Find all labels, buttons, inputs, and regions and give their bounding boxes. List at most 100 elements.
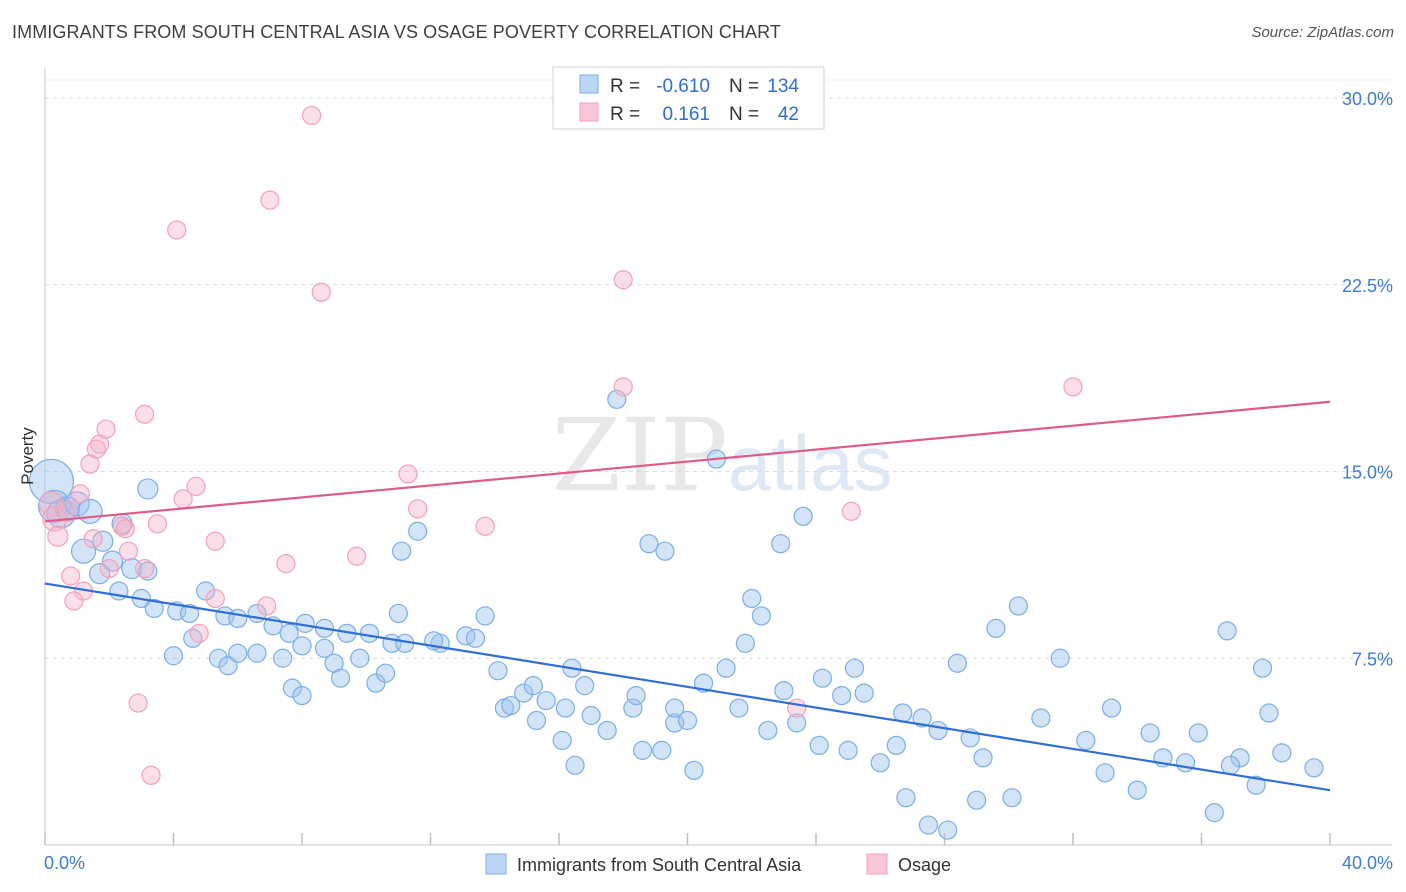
point-immigrants-34 <box>208 648 229 668</box>
stats-n-label-1: N = <box>729 76 759 97</box>
y-axis-label: Poverty <box>18 427 37 485</box>
point-immigrants-102 <box>870 753 890 773</box>
y-tick-label-1: 15.0% <box>1342 463 1393 483</box>
point-osage-37 <box>841 501 861 521</box>
point-osage-24 <box>205 588 225 609</box>
point-immigrants-114 <box>475 606 495 626</box>
point-immigrants-122 <box>774 681 794 701</box>
point-immigrants-60 <box>555 698 576 718</box>
point-immigrants-48 <box>292 685 312 706</box>
point-immigrants-44 <box>366 673 386 693</box>
watermark: ZIPatlas <box>551 397 892 514</box>
stats-r-label-1: R = <box>610 76 640 97</box>
point-immigrants-99 <box>832 685 852 706</box>
point-osage-33 <box>475 516 495 536</box>
point-immigrants-18 <box>179 603 200 624</box>
point-immigrants-86 <box>1188 723 1208 743</box>
point-immigrants-117 <box>632 740 653 760</box>
point-immigrants-63 <box>581 705 601 726</box>
point-immigrants-128 <box>1095 763 1115 783</box>
point-immigrants-112 <box>1220 755 1241 775</box>
point-immigrants-69 <box>677 710 698 731</box>
tick-labels: 7.5% 15.0% 22.5% 30.0% 0.0% 40.0% <box>44 89 1393 873</box>
point-immigrants-24 <box>279 623 299 643</box>
stats-n-label-2: N = <box>729 104 759 125</box>
point-immigrants-107 <box>1002 788 1022 808</box>
point-osage-25 <box>257 596 277 616</box>
bottom-legend: Immigrants from South Central Asia Osage <box>485 853 951 875</box>
point-immigrants-38 <box>247 643 267 663</box>
point-osage-18 <box>147 514 168 534</box>
legend-label-immigrants: Immigrants from South Central Asia <box>517 855 802 875</box>
point-immigrants-131 <box>684 760 704 780</box>
point-osage-5 <box>61 566 81 586</box>
point-immigrants-19 <box>196 581 216 601</box>
point-immigrants-125 <box>928 720 948 741</box>
point-immigrants-89 <box>1272 743 1292 763</box>
point-osage-32 <box>408 499 428 519</box>
point-immigrants-45 <box>375 663 396 683</box>
watermark-atlas: atlas <box>728 419 893 507</box>
stats-swatch-pink <box>579 102 599 122</box>
trend-line-osage <box>44 400 1331 523</box>
point-osage-39 <box>128 693 148 713</box>
point-immigrants-28 <box>359 623 380 643</box>
point-immigrants-104 <box>918 815 939 835</box>
point-immigrants-71 <box>716 658 736 678</box>
point-immigrants-110 <box>1175 753 1196 773</box>
point-immigrants-73 <box>758 720 778 741</box>
point-immigrants-68 <box>665 698 685 718</box>
point-immigrants-51 <box>408 521 428 541</box>
point-immigrants-6 <box>70 538 97 564</box>
y-tick-label-3: 30.0% <box>1342 89 1393 109</box>
x-tick-label-0: 0.0% <box>44 853 85 873</box>
point-osage-19 <box>167 220 187 240</box>
point-osage-36 <box>787 698 807 718</box>
point-immigrants-116 <box>552 730 572 751</box>
point-immigrants-121 <box>742 588 762 609</box>
point-immigrants-115 <box>526 710 547 731</box>
point-immigrants-82 <box>1008 596 1028 616</box>
point-immigrants-118 <box>652 740 672 760</box>
point-immigrants-16 <box>137 478 159 500</box>
point-immigrants-123 <box>844 658 865 678</box>
point-immigrants-11 <box>138 561 158 581</box>
point-immigrants-61 <box>575 676 595 696</box>
point-immigrants-124 <box>886 735 906 756</box>
point-immigrants-15 <box>144 598 164 619</box>
gridlines <box>45 79 1392 659</box>
point-osage-26 <box>260 190 280 210</box>
point-immigrants-94 <box>655 541 675 561</box>
point-osage-41 <box>64 591 84 611</box>
point-immigrants-92 <box>1252 658 1273 678</box>
point-immigrants-81 <box>947 653 967 673</box>
trend-lines <box>44 400 1331 792</box>
stats-n-value-2: 42 <box>778 104 799 125</box>
legend-label-osage: Osage <box>898 855 951 875</box>
point-immigrants-97 <box>771 534 791 554</box>
point-immigrants-88 <box>1230 748 1250 768</box>
point-osage-40 <box>83 529 103 549</box>
legend-swatch-pink <box>866 853 888 875</box>
chart-title: IMMIGRANTS FROM SOUTH CENTRAL ASIA VS OS… <box>12 22 782 42</box>
point-immigrants-127 <box>1031 708 1051 728</box>
point-immigrants-76 <box>854 683 874 703</box>
point-immigrants-33 <box>183 628 203 648</box>
point-immigrants-37 <box>228 643 248 663</box>
point-immigrants-74 <box>787 713 807 733</box>
point-immigrants-41 <box>314 638 335 658</box>
point-immigrants-109 <box>1127 780 1147 800</box>
point-immigrants-53 <box>465 628 486 648</box>
point-immigrants-35 <box>163 646 184 666</box>
point-immigrants-105 <box>938 820 958 840</box>
point-immigrants-56 <box>501 695 521 716</box>
stats-swatch-blue <box>579 74 599 94</box>
point-immigrants-111 <box>1204 803 1224 823</box>
point-immigrants-77 <box>893 703 913 723</box>
point-immigrants-65 <box>623 698 643 718</box>
axes <box>44 68 1392 846</box>
point-immigrants-21 <box>228 608 248 629</box>
point-immigrants-130 <box>565 755 585 775</box>
point-osage-22 <box>189 623 209 643</box>
